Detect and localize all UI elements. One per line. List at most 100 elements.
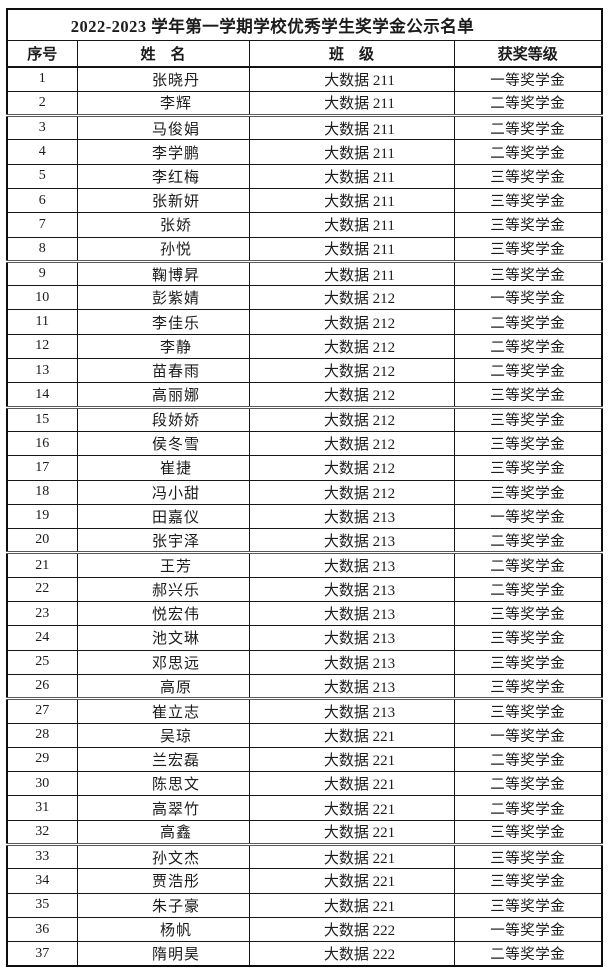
cell-award: 三等奖学金 xyxy=(453,625,603,651)
cell-name: 侯冬雪 xyxy=(76,430,250,457)
cell-no: 7 xyxy=(6,212,78,238)
cell-award: 二等奖学金 xyxy=(453,309,603,335)
cell-no: 14 xyxy=(6,382,78,409)
cell-no: 2 xyxy=(6,90,78,118)
cell-award: 一等奖学金 xyxy=(453,916,603,943)
column-header-class: 班 级 xyxy=(248,40,455,68)
cell-no: 6 xyxy=(6,187,78,214)
cell-no: 13 xyxy=(6,358,78,384)
table-row: 27 崔立志 大数据 213 三等奖学金 xyxy=(6,698,603,724)
cell-no: 36 xyxy=(6,916,78,943)
cell-award: 一等奖学金 xyxy=(453,503,603,530)
cell-name: 高鑫 xyxy=(76,819,250,847)
cell-name: 李佳乐 xyxy=(76,309,250,335)
cell-class: 大数据 221 xyxy=(248,771,455,797)
cell-award: 三等奖学金 xyxy=(453,868,603,894)
cell-award: 二等奖学金 xyxy=(453,358,603,384)
cell-no: 20 xyxy=(6,528,78,555)
cell-class: 大数据 211 xyxy=(248,115,455,141)
column-header-no: 序号 xyxy=(6,40,78,68)
cell-award: 二等奖学金 xyxy=(453,746,603,773)
cell-name: 苗春雨 xyxy=(76,358,250,384)
cell-class: 大数据 212 xyxy=(248,309,455,335)
table-row: 35 朱子豪 大数据 221 三等奖学金 xyxy=(6,892,603,918)
cell-no: 17 xyxy=(6,455,78,481)
cell-name: 李静 xyxy=(76,333,250,360)
table-row: 11 李佳乐 大数据 212 二等奖学金 xyxy=(6,309,603,335)
table-row: 15 段娇娇 大数据 212 三等奖学金 xyxy=(6,406,603,432)
table-row: 29 兰宏磊 大数据 221 二等奖学金 xyxy=(6,746,603,773)
cell-class: 大数据 212 xyxy=(248,358,455,384)
table-row: 1 张晓丹 大数据 211 一等奖学金 xyxy=(6,66,603,92)
table-row: 16 侯冬雪 大数据 212 三等奖学金 xyxy=(6,430,603,457)
table-row: 17 崔捷 大数据 212 三等奖学金 xyxy=(6,455,603,481)
cell-class: 大数据 211 xyxy=(248,163,455,189)
table-row: 26 高原 大数据 213 三等奖学金 xyxy=(6,673,603,701)
cell-class: 大数据 221 xyxy=(248,722,455,748)
cell-award: 三等奖学金 xyxy=(453,843,603,870)
cell-name: 孙悦 xyxy=(76,236,250,263)
cell-class: 大数据 213 xyxy=(248,503,455,530)
cell-award: 三等奖学金 xyxy=(453,236,603,263)
cell-class: 大数据 211 xyxy=(248,260,455,287)
cell-class: 大数据 221 xyxy=(248,819,455,847)
cell-class: 大数据 221 xyxy=(248,892,455,918)
cell-class: 大数据 211 xyxy=(248,212,455,238)
cell-award: 三等奖学金 xyxy=(453,455,603,481)
cell-class: 大数据 213 xyxy=(248,625,455,651)
cell-name: 贾浩彤 xyxy=(76,868,250,894)
cell-name: 隋明昊 xyxy=(76,941,250,967)
cell-award: 三等奖学金 xyxy=(453,673,603,701)
cell-class: 大数据 213 xyxy=(248,552,455,578)
table-row: 12 李静 大数据 212 二等奖学金 xyxy=(6,333,603,360)
cell-name: 田嘉仪 xyxy=(76,503,250,530)
table-row: 34 贾浩彤 大数据 221 三等奖学金 xyxy=(6,868,603,894)
cell-name: 高丽娜 xyxy=(76,382,250,409)
document-title: 2022-2023 学年第一学期学校优秀学生奖学金公示名单 xyxy=(6,8,603,41)
cell-class: 大数据 212 xyxy=(248,479,455,505)
cell-class: 大数据 213 xyxy=(248,698,455,724)
table-row: 22 郝兴乐 大数据 213 二等奖学金 xyxy=(6,576,603,603)
table-row: 6 张新妍 大数据 211 三等奖学金 xyxy=(6,187,603,214)
cell-name: 杨帆 xyxy=(76,916,250,943)
cell-name: 马俊娟 xyxy=(76,115,250,141)
cell-no: 5 xyxy=(6,163,78,189)
table-row: 13 苗春雨 大数据 212 二等奖学金 xyxy=(6,358,603,384)
cell-name: 兰宏磊 xyxy=(76,746,250,773)
table-row: 37 隋明昊 大数据 222 二等奖学金 xyxy=(6,941,603,967)
cell-no: 34 xyxy=(6,868,78,894)
cell-class: 大数据 212 xyxy=(248,382,455,409)
cell-name: 张晓丹 xyxy=(76,66,250,92)
table-body: 1 张晓丹 大数据 211 一等奖学金 2 李辉 大数据 211 二等奖学金 3… xyxy=(6,66,603,967)
cell-award: 一等奖学金 xyxy=(453,285,603,311)
title-row: 2022-2023 学年第一学期学校优秀学生奖学金公示名单 xyxy=(6,8,603,41)
column-header-name: 姓 名 xyxy=(76,40,250,68)
cell-class: 大数据 211 xyxy=(248,236,455,263)
cell-class: 大数据 221 xyxy=(248,868,455,894)
cell-award: 三等奖学金 xyxy=(453,187,603,214)
table-row: 18 冯小甜 大数据 212 三等奖学金 xyxy=(6,479,603,505)
table-row: 2 李辉 大数据 211 二等奖学金 xyxy=(6,90,603,118)
table-row: 28 吴琼 大数据 221 一等奖学金 xyxy=(6,722,603,748)
cell-award: 三等奖学金 xyxy=(453,163,603,189)
table-row: 23 悦宏伟 大数据 213 三等奖学金 xyxy=(6,601,603,627)
table-row: 9 鞠博昇 大数据 211 三等奖学金 xyxy=(6,260,603,287)
cell-class: 大数据 213 xyxy=(248,576,455,603)
cell-class: 大数据 211 xyxy=(248,66,455,92)
cell-class: 大数据 211 xyxy=(248,139,455,165)
cell-award: 二等奖学金 xyxy=(453,576,603,603)
cell-award: 三等奖学金 xyxy=(453,601,603,627)
table-row: 20 张宇泽 大数据 213 二等奖学金 xyxy=(6,528,603,555)
cell-name: 崔捷 xyxy=(76,455,250,481)
cell-no: 1 xyxy=(6,66,78,92)
cell-name: 李学鹏 xyxy=(76,139,250,165)
cell-name: 悦宏伟 xyxy=(76,601,250,627)
cell-class: 大数据 212 xyxy=(248,333,455,360)
cell-class: 大数据 213 xyxy=(248,649,455,675)
cell-no: 18 xyxy=(6,479,78,505)
cell-award: 三等奖学金 xyxy=(453,406,603,432)
cell-class: 大数据 212 xyxy=(248,406,455,432)
cell-no: 30 xyxy=(6,771,78,797)
cell-no: 10 xyxy=(6,285,78,311)
table-row: 3 马俊娟 大数据 211 二等奖学金 xyxy=(6,115,603,141)
